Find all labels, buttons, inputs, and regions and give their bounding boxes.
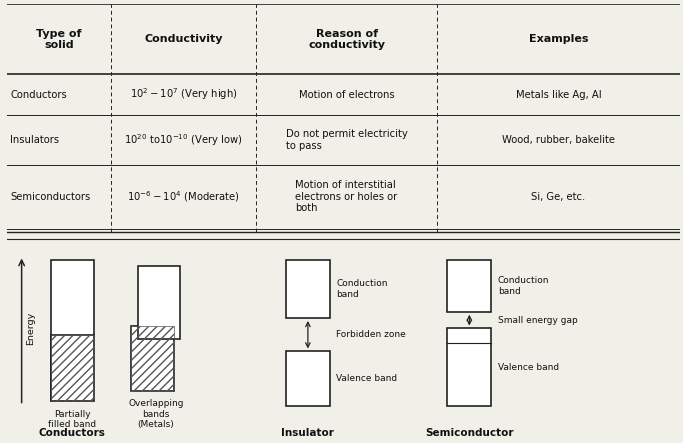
Text: Semiconductors: Semiconductors: [10, 192, 90, 202]
Text: Conduction
band: Conduction band: [498, 276, 549, 295]
Text: Reason of
conductivity: Reason of conductivity: [308, 28, 385, 50]
Text: Conductors: Conductors: [39, 427, 106, 438]
Text: Motion of interstitial
electrons or holes or
both: Motion of interstitial electrons or hole…: [296, 180, 398, 214]
Text: Insulators: Insulators: [10, 135, 59, 145]
Text: Si, Ge, etc.: Si, Ge, etc.: [531, 192, 585, 202]
Bar: [447, 329, 491, 405]
Bar: [138, 266, 180, 339]
Text: $10^{2} - 10^{7}$ (Very high): $10^{2} - 10^{7}$ (Very high): [130, 87, 237, 102]
Bar: [51, 335, 94, 401]
Text: Energy: Energy: [26, 312, 35, 345]
Bar: [286, 260, 330, 318]
Bar: [51, 335, 94, 401]
Text: Valence band: Valence band: [498, 362, 559, 372]
Text: Metals like Ag, Al: Metals like Ag, Al: [516, 89, 601, 100]
Text: Motion of electrons: Motion of electrons: [298, 89, 394, 100]
Text: Wood, rubber, bakelite: Wood, rubber, bakelite: [502, 135, 615, 145]
Text: Conductors: Conductors: [10, 89, 67, 100]
Text: Examples: Examples: [529, 34, 588, 44]
Text: Type of
solid: Type of solid: [36, 28, 82, 50]
Bar: [447, 260, 491, 312]
Text: Insulator: Insulator: [281, 427, 334, 438]
Text: Semiconductor: Semiconductor: [425, 427, 514, 438]
Text: $10^{-6} - 10^{4}$ (Moderate): $10^{-6} - 10^{4}$ (Moderate): [127, 190, 240, 204]
Text: Conduction
band: Conduction band: [337, 279, 388, 299]
Text: Forbidden zone: Forbidden zone: [337, 330, 406, 339]
Text: Small energy gap: Small energy gap: [498, 316, 578, 325]
Bar: [131, 326, 173, 391]
Text: Partially
filled band: Partially filled band: [48, 410, 96, 429]
Bar: [131, 326, 173, 391]
Text: Overlapping
bands
(Metals): Overlapping bands (Metals): [128, 399, 184, 429]
Text: Do not permit electricity
to pass: Do not permit electricity to pass: [285, 129, 408, 151]
Bar: [286, 351, 330, 405]
Bar: [51, 260, 94, 401]
Text: Valence band: Valence band: [337, 374, 398, 383]
Text: $10^{20}$ to$10^{-10}$ (Very low): $10^{20}$ to$10^{-10}$ (Very low): [124, 132, 242, 148]
Text: Conductivity: Conductivity: [144, 34, 223, 44]
